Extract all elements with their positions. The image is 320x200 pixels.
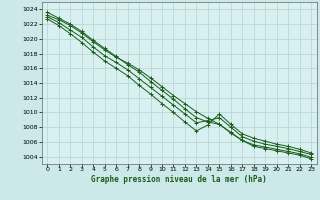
X-axis label: Graphe pression niveau de la mer (hPa): Graphe pression niveau de la mer (hPa) <box>91 175 267 184</box>
